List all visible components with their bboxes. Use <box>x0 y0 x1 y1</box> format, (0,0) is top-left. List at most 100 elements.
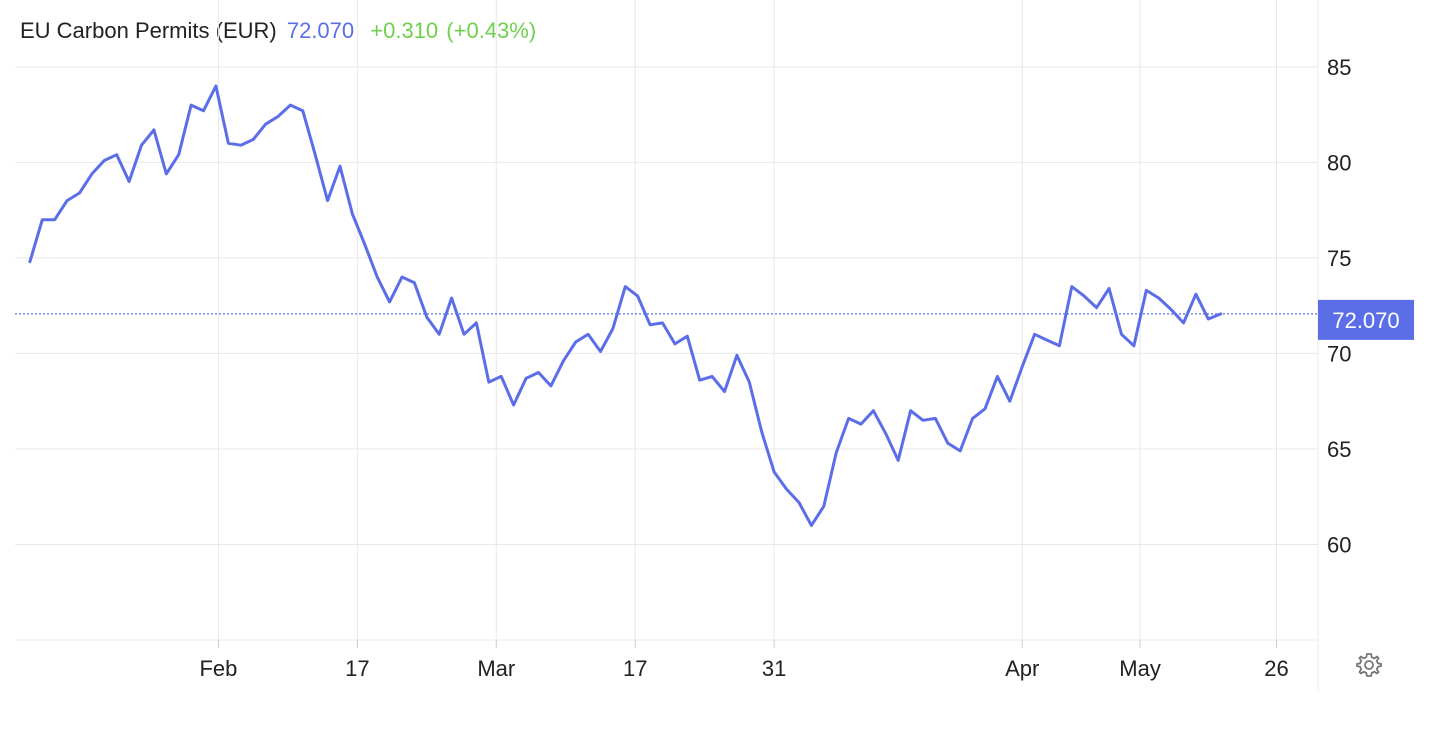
data-point <box>239 144 242 147</box>
data-point <box>611 327 614 330</box>
data-point <box>599 350 602 353</box>
price-series-line <box>28 84 1223 527</box>
data-point <box>773 470 776 473</box>
gear-icon[interactable] <box>1354 650 1384 680</box>
data-point <box>1132 344 1135 347</box>
data-point <box>53 218 56 221</box>
data-point <box>661 321 664 324</box>
data-point <box>1108 287 1111 290</box>
data-point <box>152 128 155 131</box>
y-tick-label: 60 <box>1327 532 1351 557</box>
data-point <box>115 153 118 156</box>
data-point <box>252 138 255 141</box>
data-point <box>574 341 577 344</box>
data-point <box>140 144 143 147</box>
data-point <box>922 419 925 422</box>
data-point <box>363 243 366 246</box>
last-price: 72.070 <box>286 18 355 43</box>
data-point <box>934 417 937 420</box>
data-point <box>190 104 193 107</box>
x-tick-label: Mar <box>477 656 515 681</box>
y-tick-label: 70 <box>1327 341 1351 366</box>
data-point <box>673 342 676 345</box>
data-point <box>339 165 342 168</box>
data-point <box>872 409 875 412</box>
data-point <box>748 381 751 384</box>
data-point <box>450 297 453 300</box>
data-point <box>1170 308 1173 311</box>
data-point <box>525 377 528 380</box>
data-point <box>884 432 887 435</box>
data-point <box>413 281 416 284</box>
data-point <box>301 109 304 112</box>
x-tick-label: 26 <box>1264 656 1288 681</box>
data-point <box>686 335 689 338</box>
data-point <box>202 109 205 112</box>
data-point <box>984 407 987 410</box>
data-point <box>735 354 738 357</box>
y-tick-label: 80 <box>1327 150 1351 175</box>
data-point <box>760 430 763 433</box>
price-change-percent: (+0.43%) <box>446 18 537 43</box>
data-point <box>289 104 292 107</box>
data-point <box>326 199 329 202</box>
data-point <box>1157 297 1160 300</box>
data-point <box>314 153 317 156</box>
data-point <box>1070 285 1073 288</box>
data-point <box>165 172 168 175</box>
data-point <box>1058 344 1061 347</box>
data-point <box>264 123 267 126</box>
data-point <box>177 153 180 156</box>
data-point <box>1145 289 1148 292</box>
data-point <box>971 417 974 420</box>
data-point <box>1008 400 1011 403</box>
data-point <box>549 384 552 387</box>
grid-layer <box>15 0 1319 690</box>
y-tick-label: 85 <box>1327 55 1351 80</box>
data-point <box>909 409 912 412</box>
data-point <box>860 423 863 426</box>
data-point <box>1021 365 1024 368</box>
data-point <box>41 218 44 221</box>
data-point <box>1182 321 1185 324</box>
data-point <box>587 333 590 336</box>
data-point <box>227 142 230 145</box>
data-point <box>723 390 726 393</box>
data-point <box>351 213 354 216</box>
data-point <box>1095 306 1098 309</box>
data-point <box>1083 295 1086 298</box>
x-tick-label: 17 <box>623 656 647 681</box>
data-point <box>487 381 490 384</box>
price-change: +0.310 <box>370 18 439 43</box>
data-point <box>214 85 217 88</box>
data-point <box>500 375 503 378</box>
data-point <box>128 180 131 183</box>
chart-header: EU Carbon Permits (EUR) 72.070 +0.310 (+… <box>20 18 536 44</box>
data-point <box>401 276 404 279</box>
data-point <box>785 488 788 491</box>
data-point <box>425 316 428 319</box>
data-point <box>698 379 701 382</box>
data-point <box>797 501 800 504</box>
axis-layer: 60 65 70 75 80 85 Feb 17 Mar 17 31 Apr May 26 <box>199 55 1351 681</box>
data-point <box>1120 333 1123 336</box>
data-point <box>28 260 31 263</box>
data-point <box>562 360 565 363</box>
y-tick-label: 75 <box>1327 246 1351 271</box>
data-point <box>1046 339 1049 342</box>
x-tick-label: 17 <box>345 656 369 681</box>
data-point <box>847 417 850 420</box>
data-point <box>475 321 478 324</box>
y-tick-label: 65 <box>1327 437 1351 462</box>
data-point <box>1194 293 1197 296</box>
data-point <box>388 300 391 303</box>
last-price-badge <box>1318 299 1414 340</box>
label-layer: 72.070 <box>1318 299 1414 340</box>
x-tick-label: May <box>1119 656 1161 681</box>
data-point <box>537 371 540 374</box>
x-tick-label: 31 <box>762 656 786 681</box>
data-point <box>463 333 466 336</box>
data-point <box>277 115 280 118</box>
